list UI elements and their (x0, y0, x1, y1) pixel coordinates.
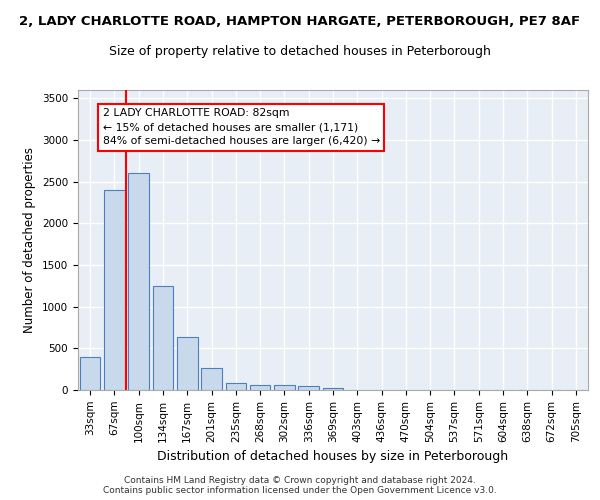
Text: Contains HM Land Registry data © Crown copyright and database right 2024.
Contai: Contains HM Land Registry data © Crown c… (103, 476, 497, 495)
Bar (152, 286, 173, 390)
Bar (323, 388, 343, 390)
Bar (226, 382, 246, 390)
Bar (298, 386, 319, 390)
Bar (80, 356, 100, 390)
Bar (128, 174, 149, 390)
Bar (201, 368, 222, 390)
Text: 2, LADY CHARLOTTE ROAD, HAMPTON HARGATE, PETERBOROUGH, PE7 8AF: 2, LADY CHARLOTTE ROAD, HAMPTON HARGATE,… (19, 15, 581, 28)
Y-axis label: Number of detached properties: Number of detached properties (23, 147, 37, 333)
Bar (250, 385, 271, 390)
X-axis label: Distribution of detached houses by size in Peterborough: Distribution of detached houses by size … (157, 450, 509, 463)
Text: Size of property relative to detached houses in Peterborough: Size of property relative to detached ho… (109, 45, 491, 58)
Bar (274, 385, 295, 390)
Bar (177, 336, 197, 390)
Text: 2 LADY CHARLOTTE ROAD: 82sqm
← 15% of detached houses are smaller (1,171)
84% of: 2 LADY CHARLOTTE ROAD: 82sqm ← 15% of de… (103, 108, 380, 146)
Bar (104, 190, 125, 390)
